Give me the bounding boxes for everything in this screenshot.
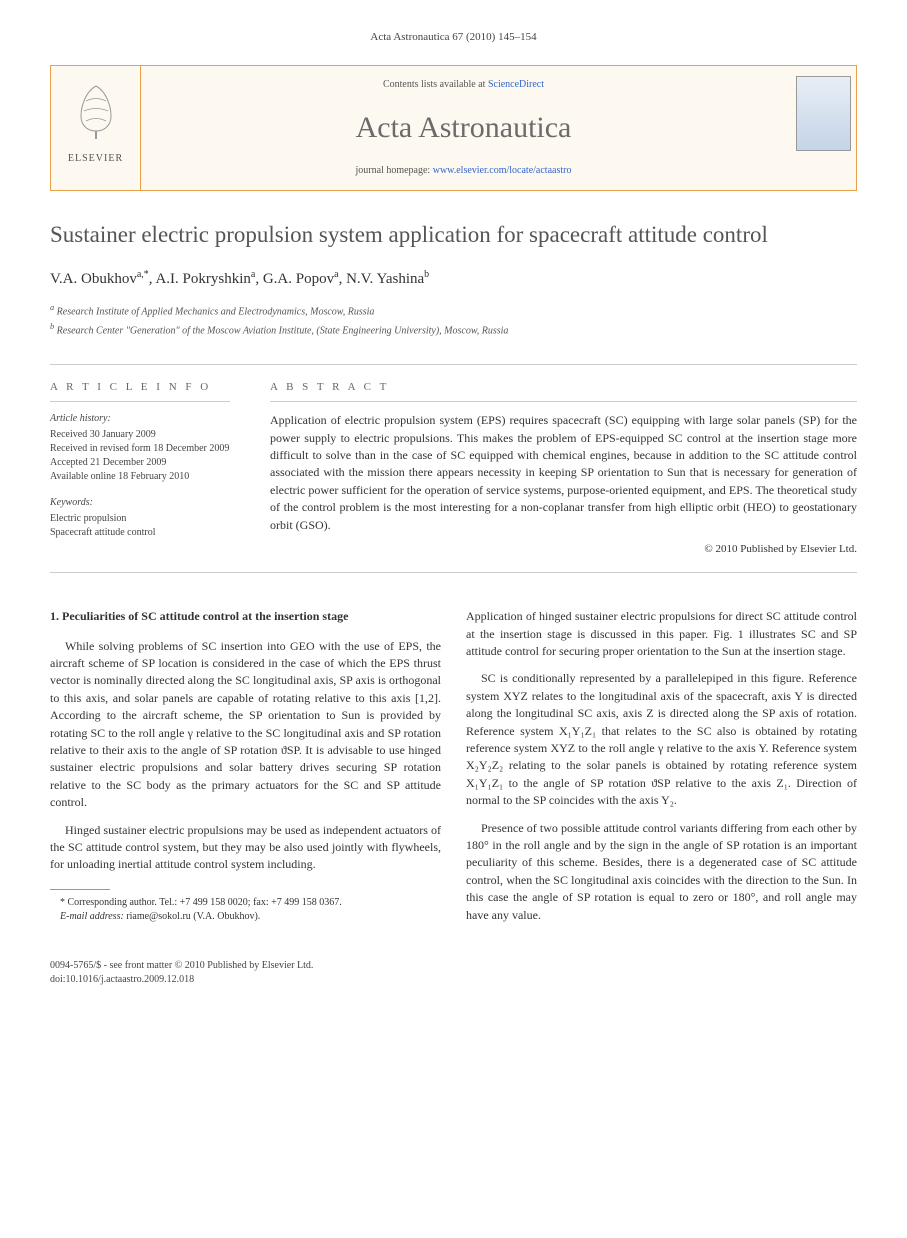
accepted-date: Accepted 21 December 2009 (50, 456, 230, 470)
affiliation-b: b Research Center "Generation" of the Mo… (50, 321, 857, 338)
elsevier-tree-icon (66, 81, 126, 141)
abstract-column: A B S T R A C T Application of electric … (250, 380, 857, 558)
affiliation-a-text: Research Institute of Applied Mechanics … (57, 306, 375, 317)
article-title: Sustainer electric propulsion system app… (50, 221, 857, 250)
info-abstract-row: A R T I C L E I N F O Article history: R… (50, 364, 857, 574)
keywords-label: Keywords: (50, 496, 230, 510)
cover-image (796, 76, 851, 151)
running-head: Acta Astronautica 67 (2010) 145–154 (50, 30, 857, 45)
author-2-sup: a (251, 269, 255, 280)
author-3-sup: a (334, 269, 338, 280)
body-para-1: While solving problems of SC insertion i… (50, 638, 441, 812)
keywords-block: Keywords: Electric propulsion Spacecraft… (50, 496, 230, 540)
authors-line: V.A. Obukhova,*, A.I. Pokryshkina, G.A. … (50, 268, 857, 290)
journal-name: Acta Astronautica (151, 107, 776, 149)
received-date: Received 30 January 2009 (50, 428, 230, 442)
author-2: A.I. Pokryshkin (155, 271, 250, 287)
article-info-heading: A R T I C L E I N F O (50, 380, 230, 402)
journal-header-box: ELSEVIER Contents lists available at Sci… (50, 65, 857, 191)
online-date: Available online 18 February 2010 (50, 470, 230, 484)
journal-cover-thumb (786, 66, 856, 190)
abstract-copyright: © 2010 Published by Elsevier Ltd. (270, 542, 857, 557)
corresponding-author-footnote: * Corresponding author. Tel.: +7 499 158… (50, 896, 441, 911)
article-history-block: Article history: Received 30 January 200… (50, 412, 230, 484)
body-para-5: Presence of two possible attitude contro… (466, 820, 857, 924)
affiliation-b-text: Research Center "Generation" of the Mosc… (57, 326, 509, 337)
body-para-4: SC is conditionally represented by a par… (466, 670, 857, 809)
author-1-sup: a,* (137, 269, 149, 280)
author-4-sup: b (424, 269, 429, 280)
abstract-heading: A B S T R A C T (270, 380, 857, 402)
footer-line-2: doi:10.1016/j.actaastro.2009.12.018 (50, 973, 857, 987)
contents-available-line: Contents lists available at ScienceDirec… (151, 78, 776, 92)
keyword-1: Electric propulsion (50, 512, 230, 526)
contents-prefix: Contents lists available at (383, 79, 488, 90)
body-para-3: Application of hinged sustainer electric… (466, 608, 857, 660)
body-two-column: 1. Peculiarities of SC attitude control … (50, 608, 857, 934)
author-3: G.A. Popov (263, 271, 334, 287)
footnote-separator (50, 889, 110, 890)
article-info-column: A R T I C L E I N F O Article history: R… (50, 380, 250, 558)
body-column-left: 1. Peculiarities of SC attitude control … (50, 608, 441, 934)
email-footnote: E-mail address: riame@sokol.ru (V.A. Obu… (50, 910, 441, 925)
keyword-2: Spacecraft attitude control (50, 526, 230, 540)
author-4: N.V. Yashina (346, 271, 424, 287)
email-address: riame@sokol.ru (V.A. Obukhov). (126, 911, 260, 922)
affiliation-a: a Research Institute of Applied Mechanic… (50, 302, 857, 319)
homepage-prefix: journal homepage: (356, 165, 433, 176)
footer-line-1: 0094-5765/$ - see front matter © 2010 Pu… (50, 959, 857, 973)
sciencedirect-link[interactable]: ScienceDirect (488, 79, 544, 90)
body-column-right: Application of hinged sustainer electric… (466, 608, 857, 934)
header-center: Contents lists available at ScienceDirec… (141, 66, 786, 190)
email-label: E-mail address: (60, 911, 124, 922)
author-1: V.A. Obukhov (50, 271, 137, 287)
section-1-heading: 1. Peculiarities of SC attitude control … (50, 608, 441, 625)
elsevier-logo: ELSEVIER (51, 66, 141, 190)
homepage-link[interactable]: www.elsevier.com/locate/actaastro (433, 165, 572, 176)
footer: 0094-5765/$ - see front matter © 2010 Pu… (50, 959, 857, 987)
affiliations: a Research Institute of Applied Mechanic… (50, 302, 857, 339)
revised-date: Received in revised form 18 December 200… (50, 442, 230, 456)
abstract-text: Application of electric propulsion syste… (270, 412, 857, 534)
homepage-line: journal homepage: www.elsevier.com/locat… (151, 164, 776, 178)
history-label: Article history: (50, 412, 230, 426)
body-para-2: Hinged sustainer electric propulsions ma… (50, 822, 441, 874)
publisher-name: ELSEVIER (61, 152, 130, 166)
